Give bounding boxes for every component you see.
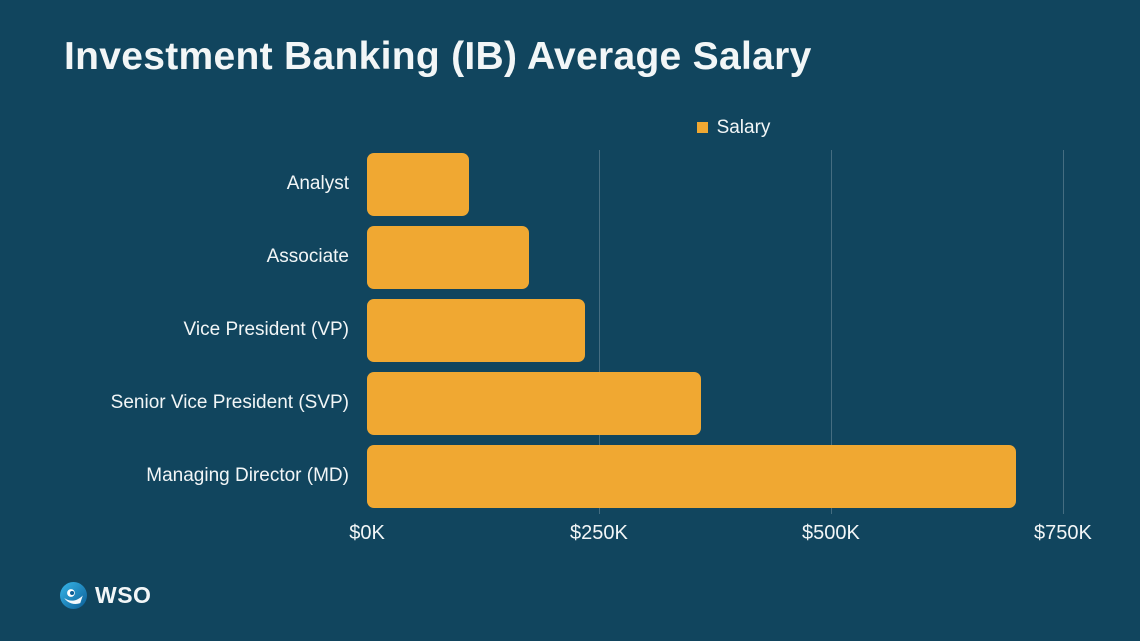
page-title: Investment Banking (IB) Average Salary	[64, 35, 812, 78]
chart-row: Managing Director (MD)	[60, 444, 1100, 508]
x-tick-label: $250K	[570, 521, 628, 544]
category-label: Senior Vice President (SVP)	[110, 392, 349, 414]
category-label: Vice President (VP)	[183, 319, 349, 341]
chart-row: Associate	[60, 225, 1100, 289]
brand-name: WSO	[95, 582, 152, 608]
bar-track	[367, 152, 1100, 216]
bar-salary	[367, 444, 1017, 508]
category-label: Associate	[266, 246, 349, 268]
chart-rows: Analyst Associate Vice President (VP) Senio…	[60, 152, 1100, 508]
bar-salary	[367, 298, 586, 362]
legend-label: Salary	[716, 116, 771, 138]
bar-salary	[367, 225, 530, 289]
bar-salary	[367, 371, 702, 435]
bar-track	[367, 371, 1100, 435]
brand-footer: WSO	[60, 582, 151, 609]
x-axis: $0K $250K $500K $750K	[349, 521, 1100, 556]
wso-logo-icon	[60, 582, 87, 609]
x-tick-label: $0K	[349, 521, 385, 544]
bar-track	[367, 298, 1100, 362]
legend: Salary	[367, 117, 1100, 139]
bar-salary	[367, 152, 470, 216]
bar-track	[367, 225, 1100, 289]
bar-chart: Analyst Associate Vice President (VP) Senio…	[60, 149, 1100, 556]
chart-row: Vice President (VP)	[60, 298, 1100, 362]
chart-row: Analyst	[60, 152, 1100, 216]
category-label: Analyst	[286, 173, 349, 195]
legend-swatch-icon	[696, 122, 708, 134]
x-tick-label: $750K	[1033, 521, 1092, 544]
bar-track	[367, 444, 1100, 508]
category-label: Managing Director (MD)	[146, 465, 349, 487]
x-tick-label: $500K	[802, 521, 860, 544]
chart-row: Senior Vice President (SVP)	[60, 371, 1100, 435]
